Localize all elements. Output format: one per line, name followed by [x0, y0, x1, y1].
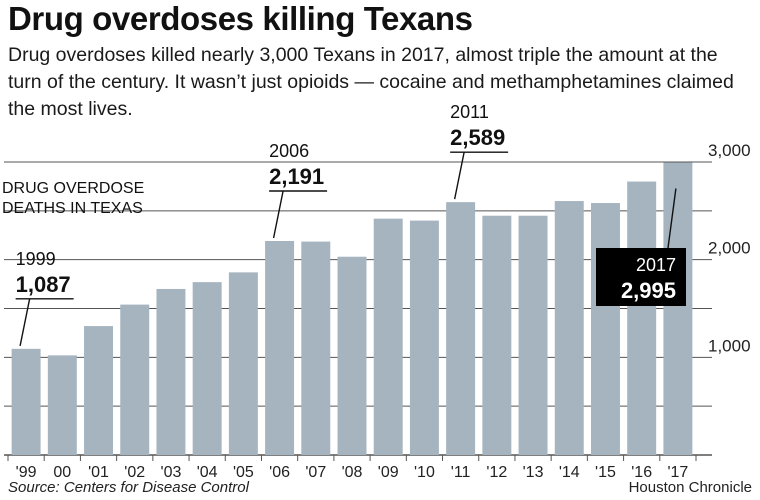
- callout-value: 2,589: [450, 125, 505, 150]
- x-tick-label: '11: [451, 464, 471, 481]
- callout-value: 2,191: [269, 164, 324, 189]
- x-tick-label: '16: [631, 464, 652, 481]
- bar-99: [11, 348, 41, 455]
- x-tick-label: '12: [486, 464, 507, 481]
- bar-05: [228, 272, 258, 455]
- callout-year: 2006: [269, 141, 309, 161]
- bar-03: [156, 288, 186, 455]
- callout-box: [596, 248, 686, 306]
- bar-10: [409, 220, 439, 455]
- publisher-credit: Houston Chronicle: [628, 479, 752, 496]
- bar-16: [627, 181, 657, 456]
- bar-07: [301, 241, 331, 455]
- y-tick-label: 3,000: [708, 141, 751, 160]
- x-tick-label: '05: [233, 464, 254, 481]
- x-tick-label: '03: [161, 464, 182, 481]
- bar-04: [192, 282, 222, 455]
- x-tick-label: '06: [269, 464, 290, 481]
- bar-11: [446, 202, 476, 455]
- x-tick-label: '01: [88, 464, 109, 481]
- x-tick-label: '07: [305, 464, 326, 481]
- bar-17: [663, 162, 693, 455]
- bar-13: [518, 215, 548, 455]
- callout-value: 2,995: [621, 278, 676, 303]
- callout-leader-line: [667, 188, 677, 249]
- callout-leader-line: [453, 152, 465, 200]
- y-tick-label: 1,000: [708, 336, 751, 355]
- callout-leader-line: [19, 298, 31, 346]
- x-tick-label: '09: [378, 464, 399, 481]
- x-tick-label: '15: [595, 464, 616, 481]
- bar-08: [337, 256, 367, 455]
- bar-09: [373, 218, 403, 455]
- bar-00: [47, 355, 77, 455]
- x-tick-label: 00: [53, 464, 71, 481]
- x-tick-label: '99: [16, 464, 37, 481]
- bar-15: [590, 203, 620, 455]
- x-tick-label: '02: [124, 464, 145, 481]
- callout-value: 1,087: [16, 272, 71, 297]
- bar-14: [554, 201, 584, 455]
- source-note: Source: Centers for Disease Control: [8, 479, 249, 496]
- bar-02: [120, 304, 150, 455]
- bar-06: [265, 241, 295, 455]
- bar-01: [84, 326, 114, 455]
- x-tick-label: '13: [523, 464, 544, 481]
- y-axis-label: DRUG OVERDOSE: [2, 180, 144, 197]
- y-tick-label: 2,000: [708, 239, 751, 258]
- callout-year: 1999: [16, 249, 56, 269]
- callout-year: 2011: [450, 102, 489, 122]
- chart-title: Drug overdoses killing Texans: [8, 0, 473, 37]
- x-tick-label: '04: [197, 464, 218, 481]
- callout-year: 2017: [636, 255, 676, 275]
- x-tick-label: '17: [667, 464, 688, 481]
- chart-subtitle: Drug overdoses killed nearly 3,000 Texan…: [8, 44, 734, 120]
- x-tick-label: '10: [414, 464, 435, 481]
- x-tick-label: '08: [342, 464, 363, 481]
- bar-12: [482, 215, 512, 455]
- callout-leader-line: [272, 190, 284, 239]
- y-axis-label: DEATHS IN TEXAS: [2, 200, 143, 217]
- x-tick-label: '14: [559, 464, 580, 481]
